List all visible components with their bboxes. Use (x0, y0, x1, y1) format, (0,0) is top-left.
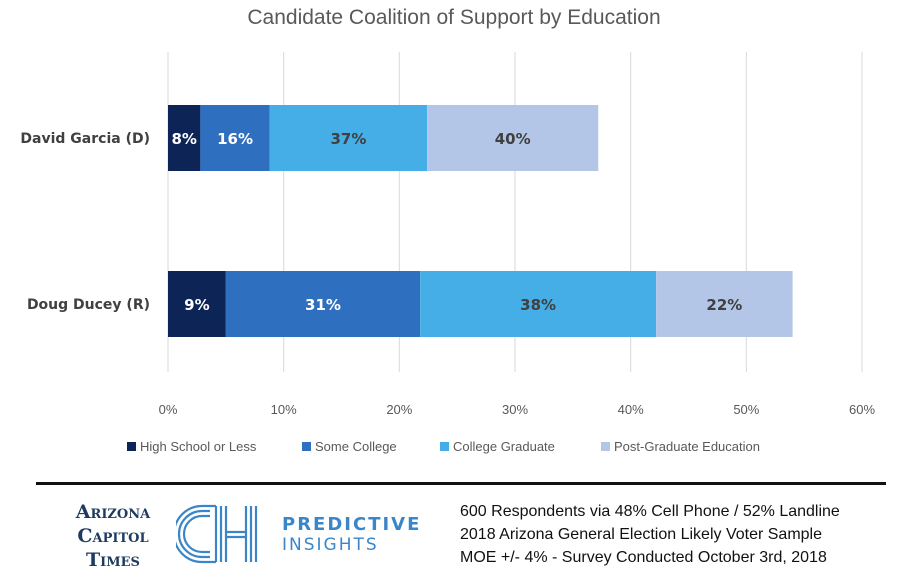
x-tick-label: 40% (618, 402, 644, 417)
footer-divider (36, 482, 886, 485)
bar-segment (427, 105, 599, 171)
data-label: 38% (520, 296, 556, 314)
logo-line: Capitol (77, 525, 149, 547)
legend-swatch (127, 442, 136, 451)
logo-line: Arizona (75, 501, 151, 523)
x-tick-label: 50% (733, 402, 759, 417)
bar-segment (168, 271, 226, 337)
data-label: 8% (171, 130, 196, 148)
logo-line: Times (86, 549, 140, 571)
legend-swatch (440, 442, 449, 451)
legend-label: College Graduate (453, 439, 555, 454)
logo-line: INSIGHTS (282, 535, 379, 555)
bar-segment (269, 105, 428, 171)
x-tick-label: 60% (849, 402, 875, 417)
note-line: 2018 Arizona General Election Likely Vot… (460, 526, 822, 543)
legend-label: High School or Less (140, 439, 257, 454)
bar-segment (420, 271, 657, 337)
data-label: 22% (706, 296, 742, 314)
bar-segment (656, 271, 793, 337)
data-label: 16% (217, 130, 253, 148)
arizona-capitol-times-logo: Arizona Capitol Times (58, 500, 168, 572)
oh-predictive-logo-icon (176, 504, 258, 564)
category-label: David Garcia (D) (20, 131, 150, 147)
data-label: 9% (184, 296, 209, 314)
data-label: 37% (330, 130, 366, 148)
note-line: MOE +/- 4% - Survey Conducted October 3r… (460, 549, 827, 566)
legend-swatch (302, 442, 311, 451)
predictive-insights-logo: PREDICTIVE INSIGHTS (282, 514, 421, 556)
bar-segment (168, 105, 201, 171)
data-label: 31% (305, 296, 341, 314)
x-tick-label: 30% (502, 402, 528, 417)
x-tick-label: 10% (271, 402, 297, 417)
x-tick-label: 20% (386, 402, 412, 417)
x-tick-label: 0% (159, 402, 178, 417)
bar-segment (200, 105, 270, 171)
data-label: 40% (495, 130, 531, 148)
bar-segment (225, 271, 421, 337)
survey-methodology-note: 600 Respondents via 48% Cell Phone / 52%… (460, 500, 890, 569)
category-label: Doug Ducey (R) (27, 297, 150, 313)
chart-title: Candidate Coalition of Support by Educat… (247, 6, 660, 29)
note-line: 600 Respondents via 48% Cell Phone / 52%… (460, 503, 840, 520)
legend-swatch (601, 442, 610, 451)
legend-label: Some College (315, 439, 397, 454)
logo-line: PREDICTIVE (282, 514, 422, 535)
stacked-bar-chart: Candidate Coalition of Support by Educat… (20, 6, 875, 454)
legend-label: Post-Graduate Education (614, 439, 760, 454)
